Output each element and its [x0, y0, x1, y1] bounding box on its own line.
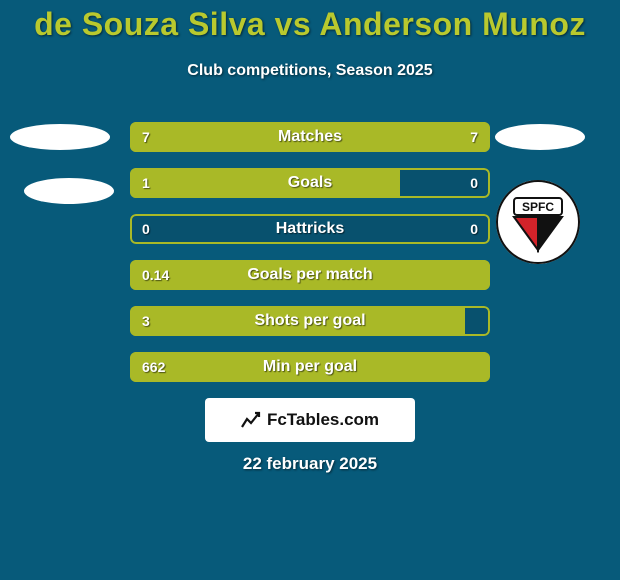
watermark: FcTables.com — [205, 398, 415, 442]
club-placeholder-ellipse — [495, 124, 585, 150]
stat-row: Goals10 — [130, 168, 490, 198]
stat-label: Hattricks — [130, 214, 490, 244]
club-placeholder-ellipse — [10, 124, 110, 150]
stat-value-left: 0 — [142, 214, 150, 244]
right-club-badge: SPFC — [496, 180, 580, 264]
stat-bar-left — [130, 260, 490, 290]
badge-text: SPFC — [522, 200, 554, 214]
stat-bar-left — [130, 122, 310, 152]
stat-bar-left — [130, 352, 490, 382]
stat-bar-left — [130, 306, 465, 336]
stat-row: Min per goal662 — [130, 352, 490, 382]
stat-value-right: 0 — [470, 214, 478, 244]
stat-bars: Matches77Goals10Hattricks00Goals per mat… — [130, 122, 490, 398]
watermark-text: FcTables.com — [267, 410, 379, 430]
stat-row: Hattricks0 0 — [130, 214, 490, 244]
comparison-infographic: de Souza Silva vs Anderson Munoz Club co… — [0, 0, 620, 580]
watermark-icon — [241, 410, 261, 430]
footer-date: 22 february 2025 — [0, 454, 620, 474]
stat-value-right: 0 — [470, 168, 478, 198]
stat-row: Matches77 — [130, 122, 490, 152]
stat-row: Shots per goal3 — [130, 306, 490, 336]
page-title: de Souza Silva vs Anderson Munoz — [0, 6, 620, 43]
subtitle: Club competitions, Season 2025 — [0, 62, 620, 80]
spfc-badge-icon: SPFC — [496, 180, 580, 264]
stat-bar-left — [130, 168, 400, 198]
club-placeholder-ellipse — [24, 178, 114, 204]
stat-bar-right — [310, 122, 490, 152]
stat-row: Goals per match0.14 — [130, 260, 490, 290]
